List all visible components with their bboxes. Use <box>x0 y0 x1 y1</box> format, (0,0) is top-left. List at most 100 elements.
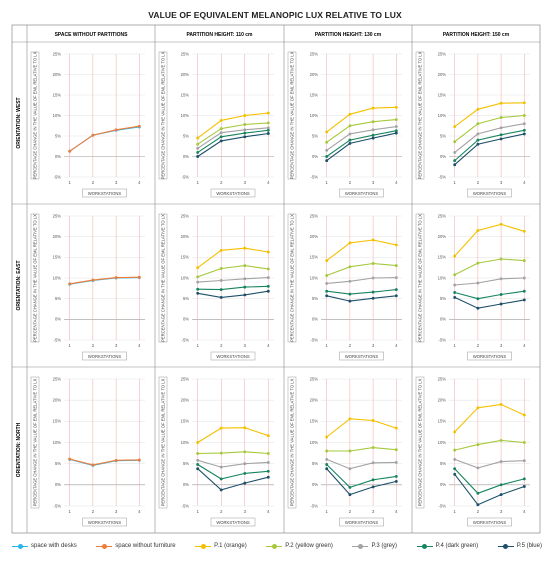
data-point <box>476 138 480 142</box>
series-line <box>454 473 525 506</box>
series-line <box>454 458 525 469</box>
panel: -5% 0% 5% 10% 15% 20% 25% 1 2 3 4 PERCENTAGE CHANGE… <box>30 51 145 198</box>
x-tick-label: 1 <box>453 509 456 514</box>
y-tick-label: 25% <box>53 376 62 381</box>
x-tick-label: 4 <box>267 180 270 185</box>
data-point <box>196 146 200 150</box>
data-point <box>522 413 526 417</box>
x-tick-label: 3 <box>372 180 375 185</box>
x-tick-label: 3 <box>500 509 503 514</box>
x-tick-label: 3 <box>372 343 375 348</box>
data-point <box>453 159 457 163</box>
data-point <box>266 289 270 293</box>
y-tick-label: 10% <box>181 275 190 280</box>
y-axis-label-box <box>30 376 40 509</box>
data-point <box>499 222 503 226</box>
data-point <box>219 131 223 135</box>
data-point <box>243 285 247 289</box>
x-axis-label-box <box>339 351 384 361</box>
legend-item: P.5 (blue) <box>497 542 542 550</box>
legend-swatch <box>12 542 28 550</box>
legend-swatch <box>352 542 369 550</box>
data-point <box>196 291 200 295</box>
series-line <box>197 277 269 283</box>
data-point <box>371 106 375 110</box>
data-point <box>476 261 480 265</box>
x-axis-label: WORKSTATIONS <box>345 354 379 359</box>
y-tick-label: 5% <box>440 296 446 301</box>
series-line <box>454 223 525 257</box>
legend-label: P.5 (blue) <box>516 543 542 549</box>
y-tick-label: 20% <box>438 234 447 239</box>
data-point <box>325 463 329 466</box>
y-tick-label: 20% <box>310 234 319 239</box>
data-point <box>394 294 398 298</box>
x-tick-label: 3 <box>115 509 118 514</box>
series-line <box>326 418 397 438</box>
data-point <box>219 488 223 492</box>
legend-swatch <box>96 542 113 550</box>
x-tick-label: 2 <box>92 343 95 348</box>
data-point <box>348 241 352 245</box>
data-point <box>476 122 480 126</box>
data-point <box>371 296 375 300</box>
data-point <box>522 289 526 293</box>
panel: -5% 0% 5% 10% 15% 20% 25% 1 2 3 4 PERCENTAGE CHANGE… <box>415 51 530 198</box>
legend: space with desks space without furniture… <box>12 539 542 553</box>
data-point <box>476 132 480 136</box>
y-tick-label: 20% <box>181 398 190 403</box>
series-line <box>454 133 525 166</box>
y-tick-label: 0% <box>440 317 446 322</box>
series-line <box>326 262 397 277</box>
data-point <box>476 142 480 146</box>
y-axis-label-box <box>287 51 297 180</box>
series-line <box>454 123 525 153</box>
y-tick-label: 10% <box>310 113 319 118</box>
y-tick-label: 5% <box>55 461 61 466</box>
column-header: PARTITION HEIGHT: 130 cm <box>315 32 382 38</box>
y-tick-label: 15% <box>438 255 447 260</box>
series-line <box>197 427 269 443</box>
x-axis-label-box <box>467 351 512 361</box>
data-point <box>325 289 329 293</box>
series-line <box>326 277 397 284</box>
y-tick-label: 10% <box>53 440 62 445</box>
series-line <box>454 129 525 162</box>
data-point <box>476 503 480 507</box>
y-tick-label: 20% <box>53 398 62 403</box>
data-point <box>522 114 526 117</box>
data-point <box>476 281 480 285</box>
data-point <box>499 438 503 442</box>
data-point <box>219 477 223 481</box>
x-axis-label-box <box>210 517 256 527</box>
x-tick-label: 4 <box>395 343 398 348</box>
y-tick-label: 20% <box>181 72 190 77</box>
data-point <box>499 126 503 130</box>
panel: -5% 0% 5% 10% 15% 20% 25% 1 2 3 4 PERCENTAGE CHANGE… <box>415 376 530 527</box>
data-point <box>394 243 398 247</box>
series-line <box>454 277 525 286</box>
data-point <box>348 485 352 489</box>
y-tick-label: 20% <box>438 72 447 77</box>
series-line <box>69 125 140 152</box>
series-line <box>454 114 525 143</box>
data-point <box>219 451 223 455</box>
data-point <box>325 259 329 263</box>
data-point <box>394 448 398 452</box>
data-point <box>325 449 329 453</box>
series-line <box>197 285 269 291</box>
data-point <box>91 463 95 467</box>
data-point <box>196 467 200 471</box>
data-point <box>394 264 398 268</box>
y-tick-label: 5% <box>183 296 189 301</box>
x-axis-label-box <box>210 351 256 361</box>
data-point <box>68 457 72 461</box>
data-point <box>394 118 398 122</box>
panel: -5% 0% 5% 10% 15% 20% 25% 1 2 3 4 PERCENTAGE CHANGE… <box>158 376 274 527</box>
data-point <box>499 493 503 497</box>
y-tick-label: 25% <box>53 213 62 218</box>
data-point <box>325 155 329 158</box>
x-tick-label: 3 <box>244 509 247 514</box>
x-axis-label: WORKSTATIONS <box>473 191 507 196</box>
data-point <box>476 297 480 301</box>
